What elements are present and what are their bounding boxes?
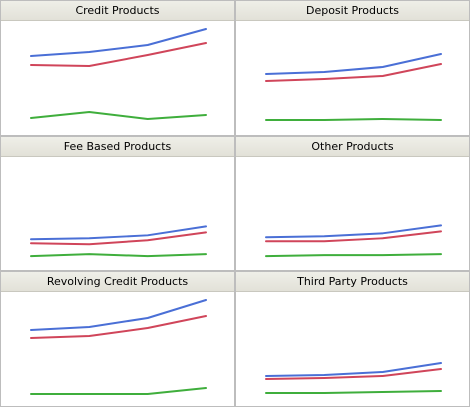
series-line-blue: [30, 28, 207, 57]
line-chart: [265, 362, 442, 394]
line-chart: [30, 28, 207, 120]
series-line-blue: [30, 225, 207, 241]
series-line-green: [30, 387, 207, 395]
series-line-blue: [265, 362, 442, 377]
series-line-blue: [265, 53, 442, 75]
panel-third-party-products: Third Party Products: [235, 271, 470, 407]
series-line-red: [30, 315, 207, 339]
line-chart: [265, 53, 442, 121]
panel-title: Third Party Products: [236, 272, 469, 292]
line-chart: [30, 299, 207, 395]
series-line-green: [265, 118, 442, 121]
series-line-red: [30, 42, 207, 67]
series-line-red: [30, 231, 207, 246]
series-line-red: [265, 63, 442, 82]
plot-area: [1, 292, 234, 406]
panel-other-products: Other Products: [235, 136, 470, 271]
series-line-green: [30, 111, 207, 120]
panel-title: Credit Products: [1, 1, 234, 21]
panel-title: Fee Based Products: [1, 137, 234, 157]
plot-area: [236, 157, 469, 270]
series-line-green: [30, 253, 207, 258]
panel-title: Other Products: [236, 137, 469, 157]
plot-area: [236, 292, 469, 406]
series-line-blue: [265, 224, 442, 239]
plot-area: [1, 21, 234, 135]
series-line-green: [265, 253, 442, 258]
series-line-green: [265, 390, 442, 394]
line-chart: [265, 224, 442, 258]
plot-area: [1, 157, 234, 270]
panel-deposit-products: Deposit Products: [235, 0, 470, 136]
line-chart: [30, 225, 207, 258]
plot-area: [236, 21, 469, 135]
panel-fee-based-products: Fee Based Products: [0, 136, 235, 271]
series-line-red: [265, 230, 442, 243]
panel-title: Revolving Credit Products: [1, 272, 234, 292]
series-line-blue: [30, 299, 207, 331]
panel-revolving-credit-products: Revolving Credit Products: [0, 271, 235, 407]
panel-title: Deposit Products: [236, 1, 469, 21]
panel-credit-products: Credit Products: [0, 0, 235, 136]
series-line-red: [265, 368, 442, 380]
